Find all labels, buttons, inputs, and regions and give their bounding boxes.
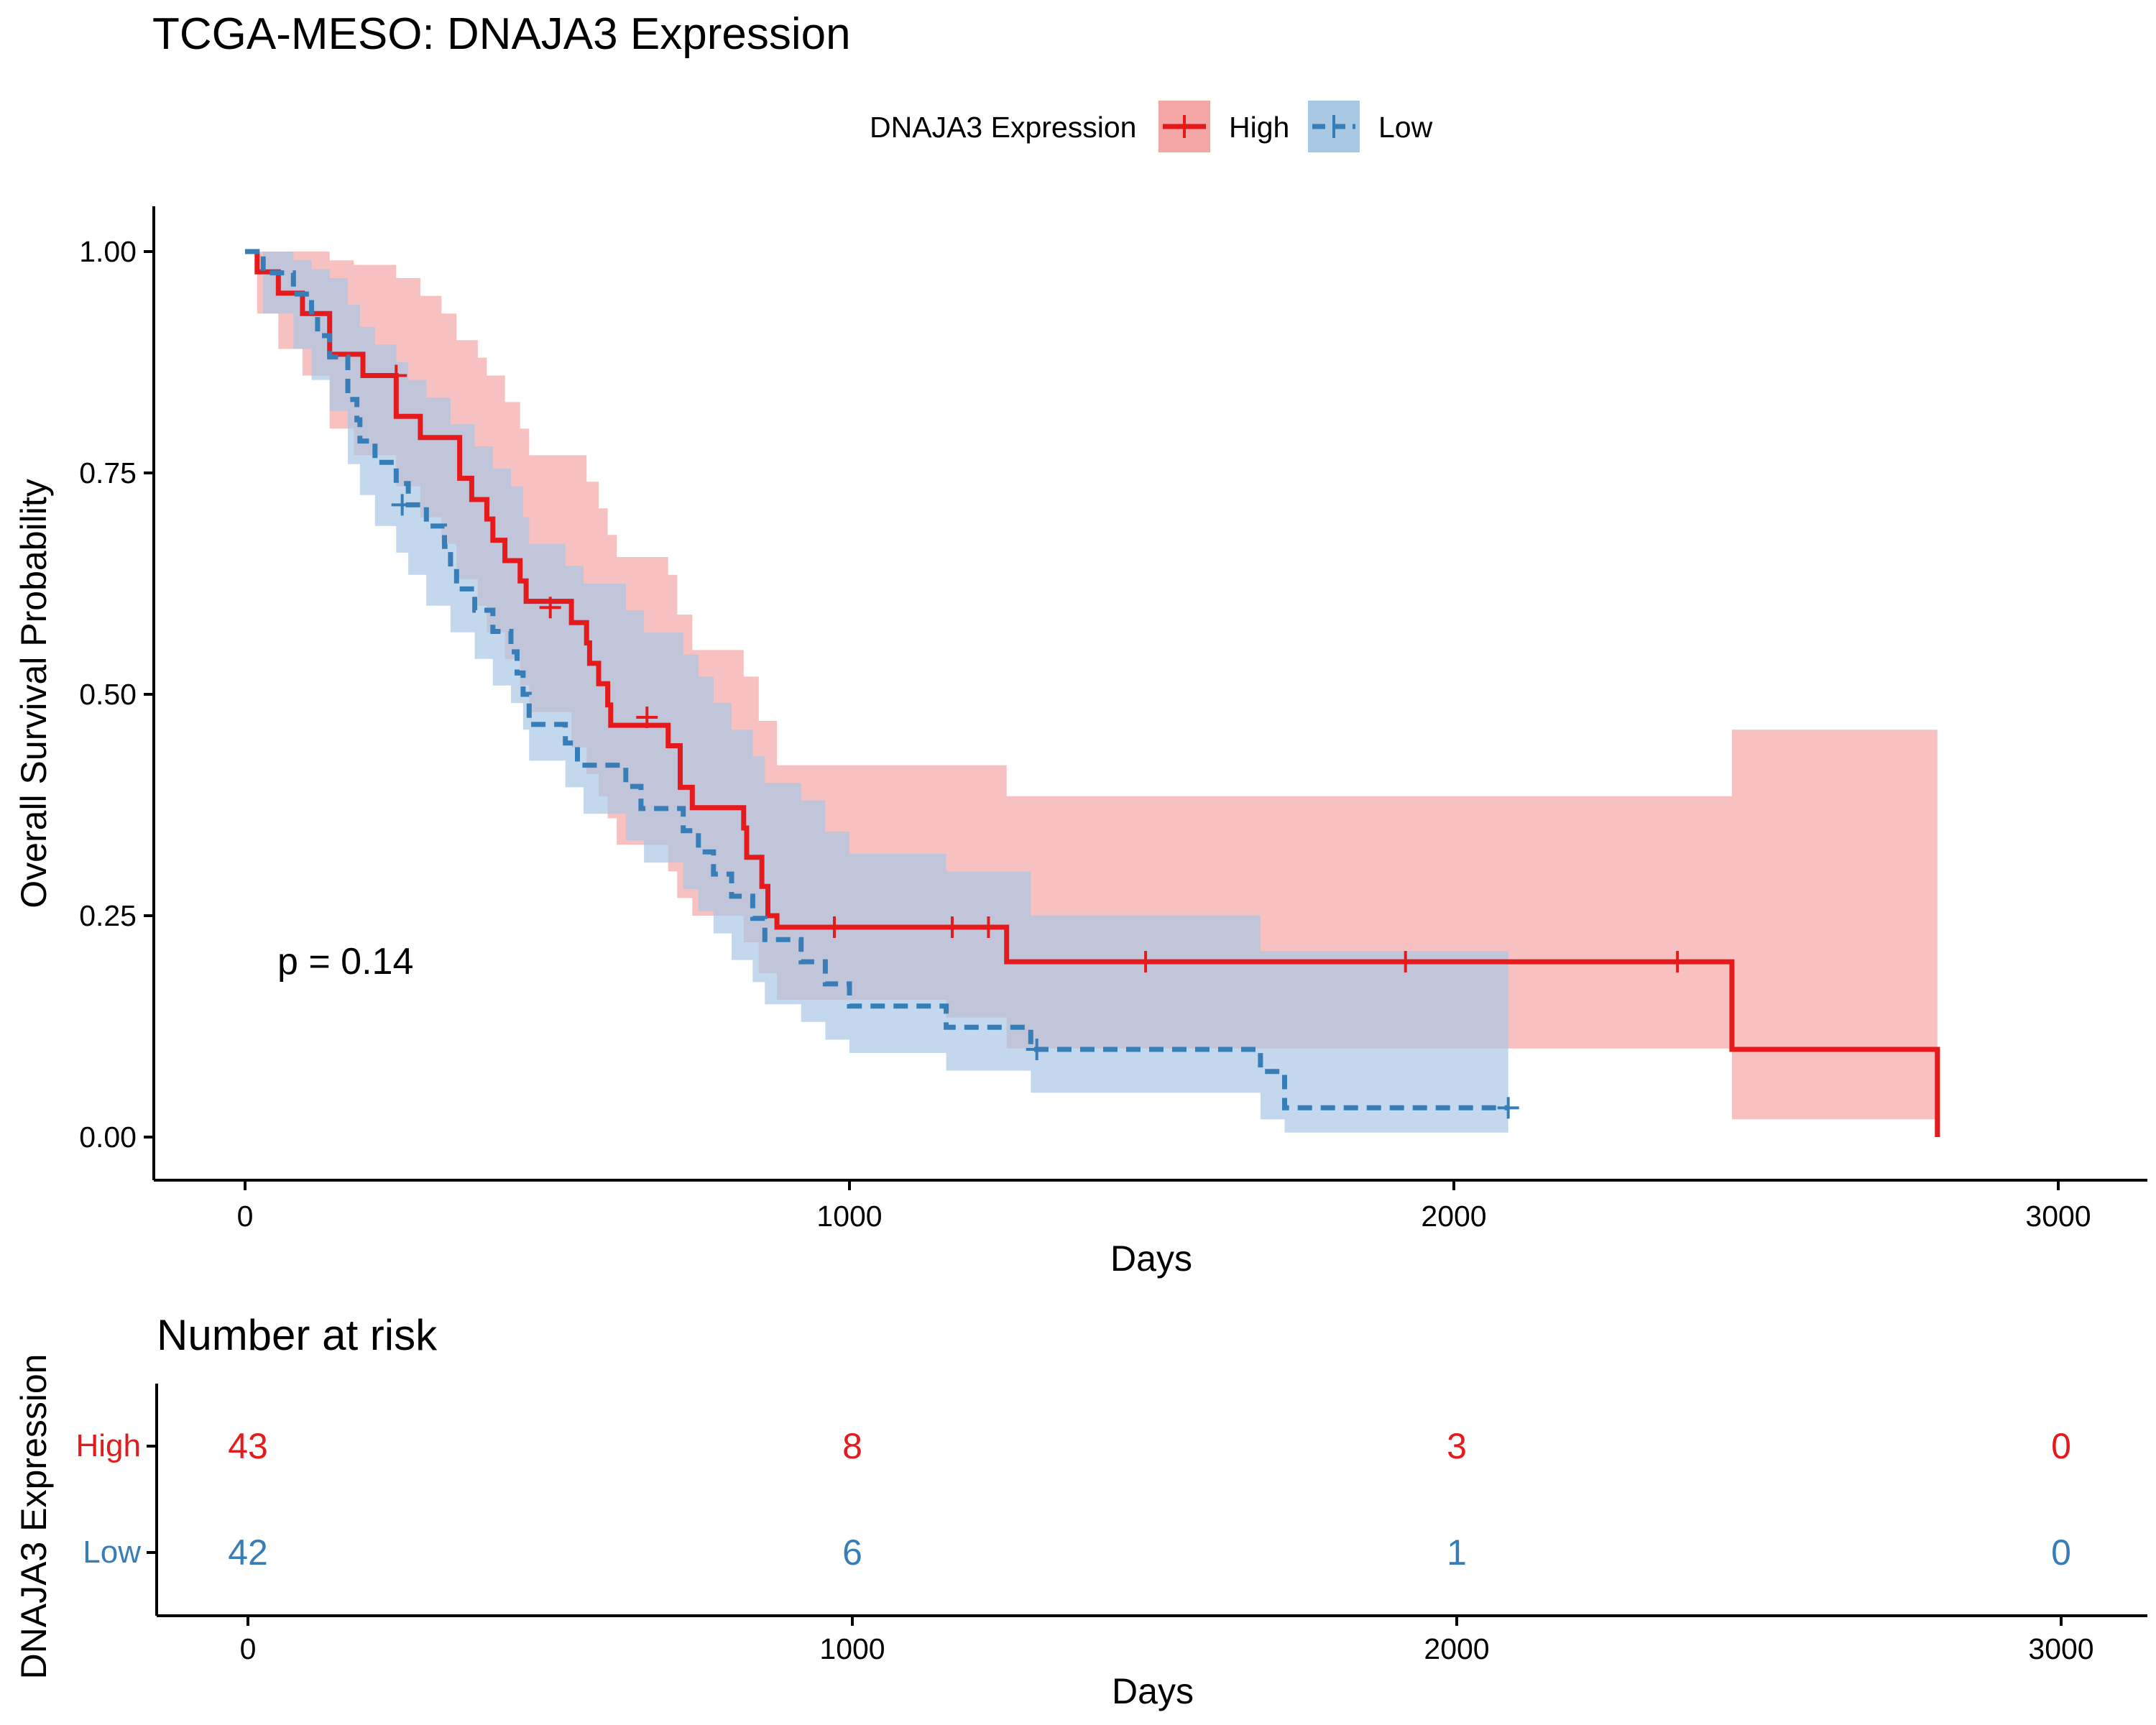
risk-x-tick-label: 3000 — [2028, 1632, 2093, 1665]
legend: DNAJA3 Expression High Low — [870, 101, 1433, 152]
y-tick-label: 0.75 — [79, 456, 137, 489]
y-axis-label: Overall Survival Probability — [14, 479, 54, 908]
risk-x-tick-label: 1000 — [819, 1632, 885, 1665]
censor-mark-high — [539, 597, 561, 619]
x-tick-label: 0 — [237, 1200, 254, 1233]
censor-mark-high — [636, 707, 658, 729]
risk-x-tick-label: 2000 — [1424, 1632, 1489, 1665]
risk-table-title: Number at risk — [157, 1311, 438, 1359]
censor-mark-high — [941, 916, 963, 939]
legend-label-high: High — [1229, 111, 1289, 144]
x-tick-label: 2000 — [1421, 1200, 1486, 1233]
censor-mark-high — [823, 916, 845, 939]
risk-y-axis-label: DNAJA3 Expression — [14, 1354, 54, 1680]
risk-count-low: 42 — [228, 1532, 268, 1573]
y-tick-label: 1.00 — [79, 235, 137, 268]
censor-mark-high — [1667, 951, 1689, 973]
survival-curve-high — [245, 249, 1940, 1137]
x-tick-label: 1000 — [816, 1200, 882, 1233]
km-plot: 0.000.250.500.751.00 0 1000 2000 3000 Days … — [14, 206, 2147, 1279]
chart-title: TCGA-MESO: DNAJA3 Expression — [152, 9, 851, 59]
confidence-bands — [245, 252, 1938, 1133]
legend-title: DNAJA3 Expression — [870, 111, 1136, 144]
risk-x-tick-label: 0 — [240, 1632, 257, 1665]
y-tick-label: 0.25 — [79, 899, 137, 932]
risk-count-high: 0 — [2051, 1426, 2071, 1466]
risk-rows: High 43 8 3 0 Low 42 6 1 0 — [76, 1426, 2071, 1573]
censor-mark-high — [385, 364, 407, 387]
risk-count-low: 6 — [842, 1532, 862, 1573]
censor-mark-low — [1497, 1097, 1519, 1119]
censor-mark-high — [1135, 951, 1157, 973]
y-tick-label: 0.00 — [79, 1121, 137, 1154]
censor-marks — [385, 364, 1689, 1119]
x-axis-label: Days — [1110, 1238, 1192, 1279]
risk-count-low: 0 — [2051, 1532, 2071, 1573]
risk-row-label-high: High — [76, 1428, 142, 1463]
ci-band-low — [245, 252, 1508, 1133]
risk-table: Number at risk High 43 8 3 0 Low 42 6 1 0 0 1000 20… — [14, 1311, 2147, 1711]
risk-count-high: 3 — [1447, 1426, 1467, 1466]
x-axis-ticks: 0 1000 2000 3000 — [237, 1180, 2091, 1233]
risk-x-axis-label: Days — [1112, 1671, 1194, 1711]
survival-curve-low — [245, 249, 1508, 1110]
risk-x-axis-ticks: 0 1000 2000 3000 — [240, 1616, 2094, 1665]
survival-curves — [245, 249, 1940, 1137]
risk-row-label-low: Low — [83, 1535, 141, 1570]
censor-mark-high — [977, 916, 1000, 939]
censor-mark-high — [1394, 951, 1416, 973]
risk-count-high: 43 — [228, 1426, 268, 1466]
censor-mark-low — [391, 494, 413, 516]
legend-label-low: Low — [1378, 111, 1433, 144]
censor-mark-low — [1026, 1039, 1048, 1061]
ci-band-high — [245, 252, 1938, 1120]
legend-item-high: High — [1158, 101, 1289, 152]
legend-item-low: Low — [1308, 101, 1433, 152]
y-axis-ticks: 0.00 0.25 0.50 0.75 1.00 — [79, 235, 154, 1154]
p-value-annotation: p = 0.14 — [277, 941, 413, 983]
y-tick-label: 0.50 — [79, 678, 137, 711]
risk-count-high: 8 — [842, 1426, 862, 1466]
x-tick-label: 3000 — [2025, 1200, 2091, 1233]
risk-count-low: 1 — [1447, 1532, 1467, 1573]
